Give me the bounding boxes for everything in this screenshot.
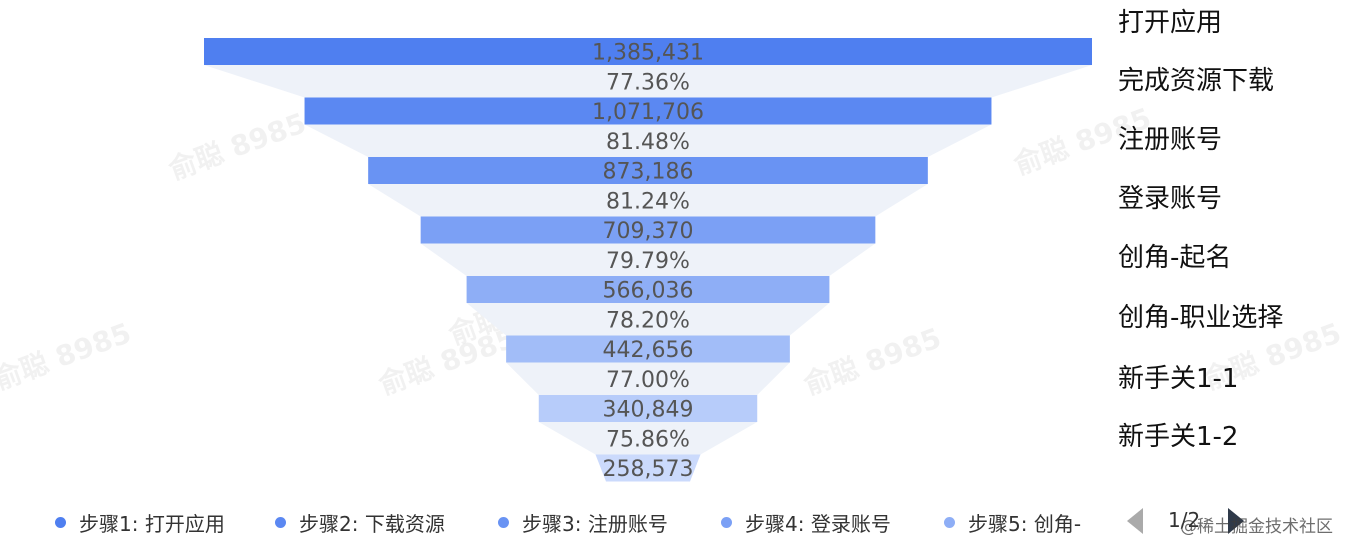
funnel-value-label: 1,385,431 — [592, 41, 704, 66]
legend-item-step5[interactable]: 步骤5: 创角- — [944, 508, 1081, 537]
legend-item-step1[interactable]: 步骤1: 打开应用 — [55, 508, 225, 537]
legend-item-label: 步骤3: 注册账号 — [522, 512, 668, 536]
legend-item-label: 步骤5: 创角- — [968, 512, 1082, 536]
funnel-value-label: 566,036 — [603, 279, 694, 304]
stage-label-1: 打开应用 — [1118, 8, 1223, 38]
legend-item-step3[interactable]: 步骤3: 注册账号 — [498, 508, 668, 537]
funnel-connector — [420, 243, 876, 276]
stage-label-7: 新手关1-1 — [1118, 364, 1239, 394]
conversion-rate-label: 79.79% — [606, 249, 690, 274]
conversion-rate-label: 78.20% — [606, 308, 690, 333]
funnel-value-label: 709,370 — [603, 219, 694, 244]
funnel-connector — [204, 65, 1092, 98]
stage-label-5: 创角-起名 — [1118, 243, 1232, 273]
funnel-bar — [204, 38, 1092, 65]
stage-label-8: 新手关1-2 — [1118, 422, 1239, 452]
funnel-bar — [538, 395, 758, 422]
stage-label-6: 创角-职业选择 — [1118, 303, 1284, 333]
funnel-bar — [304, 97, 992, 125]
stage-label-2: 完成资源下载 — [1118, 66, 1275, 96]
stage-label-4: 登录账号 — [1118, 184, 1223, 214]
funnel-value-label: 258,573 — [603, 457, 694, 482]
funnel-connector — [466, 303, 830, 336]
legend-item-step4[interactable]: 步骤4: 登录账号 — [721, 508, 891, 537]
conversion-rate-label: 75.86% — [606, 427, 690, 452]
funnel-connector — [304, 124, 992, 157]
legend-item-label: 步骤1: 打开应用 — [79, 512, 225, 536]
legend-dot — [944, 517, 955, 528]
conversion-rate-label: 77.36% — [606, 70, 690, 95]
stage-label-3: 注册账号 — [1118, 125, 1223, 155]
legend-dot — [55, 517, 66, 528]
funnel-bar — [506, 335, 790, 363]
funnel-bar — [420, 216, 876, 244]
legend-prev-page-icon[interactable] — [1127, 508, 1143, 534]
legend-item-step2[interactable]: 步骤2: 下载资源 — [275, 508, 445, 537]
legend-next-page-icon[interactable] — [1228, 508, 1244, 534]
funnel-connector — [538, 422, 758, 455]
legend-dot — [275, 517, 286, 528]
legend-dot — [498, 517, 509, 528]
funnel-value-label: 873,186 — [603, 160, 694, 185]
legend-dot — [721, 517, 732, 528]
funnel-value-label: 1,071,706 — [592, 100, 704, 125]
legend-item-label: 步骤4: 登录账号 — [745, 512, 891, 536]
chart-legend: 步骤1: 打开应用 步骤2: 下载资源 步骤3: 注册账号 步骤4: 登录账号 … — [0, 500, 1350, 540]
funnel-connector — [506, 362, 790, 395]
conversion-rate-label: 81.48% — [606, 130, 690, 155]
funnel-chart: 1,385,431 1,071,706 873,186 709,370 566,036 4… — [204, 38, 1092, 482]
funnel-connector — [368, 184, 928, 217]
legend-item-label: 步骤2: 下载资源 — [299, 512, 445, 536]
funnel-bar — [466, 276, 830, 303]
legend-page-indicator: 1/2 — [1168, 508, 1201, 532]
conversion-rate-label: 77.00% — [606, 368, 690, 393]
funnel-bar — [368, 157, 928, 184]
conversion-rate-label: 81.24% — [606, 189, 690, 214]
funnel-value-label: 442,656 — [603, 338, 694, 363]
funnel-value-label: 340,849 — [603, 398, 694, 423]
site-watermark: @稀土掘金技术社区 — [1180, 517, 1333, 537]
funnel-bar — [595, 454, 701, 482]
